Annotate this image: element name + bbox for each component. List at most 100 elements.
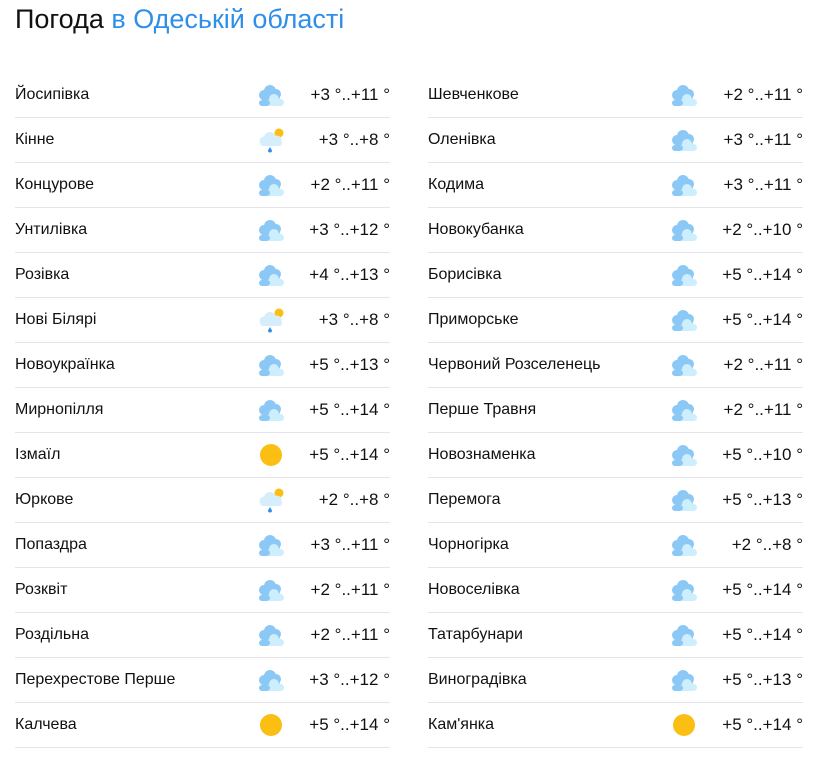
city-name[interactable]: Мирнопілля xyxy=(15,401,104,418)
city-name[interactable]: Новоукраїнка xyxy=(15,356,115,373)
city-name[interactable]: Розівка xyxy=(15,266,70,283)
city-row[interactable]: Концурове +2 °..+11 ° xyxy=(15,163,390,208)
city-row[interactable]: Перемога +5 °..+13 ° xyxy=(428,478,803,523)
city-name[interactable]: Перемога xyxy=(428,491,501,508)
temperature-range: +5 °..+14 ° xyxy=(722,310,803,329)
cloudy-icon xyxy=(256,82,286,108)
city-row[interactable]: Борисівка +5 °..+14 ° xyxy=(428,253,803,298)
cloudy-icon xyxy=(669,172,699,198)
city-row[interactable]: Попаздра +3 °..+11 ° xyxy=(15,523,390,568)
city-row[interactable]: Новоукраїнка +5 °..+13 ° xyxy=(15,343,390,388)
city-row[interactable]: Йосипівка +3 °..+11 ° xyxy=(15,73,390,118)
city-row[interactable]: Оленівка +3 °..+11 ° xyxy=(428,118,803,163)
temperature-range: +4 °..+13 ° xyxy=(309,265,390,284)
cloudy-icon xyxy=(669,217,699,243)
city-name[interactable]: Новоселівка xyxy=(428,581,520,598)
city-name[interactable]: Перше Травня xyxy=(428,401,537,418)
city-name[interactable]: Кінне xyxy=(15,131,55,148)
cloudy-icon xyxy=(256,172,286,198)
cloudy-icon xyxy=(256,622,286,648)
city-list-right: Шевченкове +2 °..+11 ° Оленівка +3 °..+11 °… xyxy=(428,73,803,748)
city-name[interactable]: Кодима xyxy=(428,176,485,193)
temperature-range: +2 °..+8 ° xyxy=(318,490,390,509)
city-name[interactable]: Кам'янка xyxy=(428,716,495,733)
temperature-range: +3 °..+8 ° xyxy=(318,130,390,149)
city-name[interactable]: Оленівка xyxy=(428,131,496,148)
temperature-range: +3 °..+11 ° xyxy=(310,85,390,104)
title-region-link[interactable]: в Одеській області xyxy=(111,4,345,34)
temperature-range: +3 °..+11 ° xyxy=(723,175,803,194)
city-row[interactable]: Унтилівка +3 °..+12 ° xyxy=(15,208,390,253)
city-name[interactable]: Нові Білярі xyxy=(15,311,97,328)
cloudy-icon xyxy=(256,217,286,243)
city-name[interactable]: Ізмаїл xyxy=(15,446,61,463)
city-name[interactable]: Юркове xyxy=(15,491,74,508)
city-row[interactable]: Приморське +5 °..+14 ° xyxy=(428,298,803,343)
city-name[interactable]: Перехрестове Перше xyxy=(15,671,176,688)
city-row[interactable]: Кам'янка +5 °..+14 ° xyxy=(428,703,803,748)
temperature-range: +5 °..+13 ° xyxy=(309,355,390,374)
city-row[interactable]: Новоселівка +5 °..+14 ° xyxy=(428,568,803,613)
temperature-range: +2 °..+11 ° xyxy=(723,85,803,104)
city-row[interactable]: Перше Травня +2 °..+11 ° xyxy=(428,388,803,433)
temperature-range: +2 °..+11 ° xyxy=(310,580,390,599)
city-row[interactable]: Калчева +5 °..+14 ° xyxy=(15,703,390,748)
city-row[interactable]: Юркове +2 °..+8 ° xyxy=(15,478,390,523)
partly-cloudy-rain-icon xyxy=(256,487,286,513)
city-row[interactable]: Червоний Розселенець +2 °..+11 ° xyxy=(428,343,803,388)
cloudy-icon xyxy=(256,532,286,558)
city-name[interactable]: Червоний Розселенець xyxy=(428,356,601,373)
sunny-icon xyxy=(256,712,286,738)
city-row[interactable]: Перехрестове Перше +3 °..+12 ° xyxy=(15,658,390,703)
city-name[interactable]: Борисівка xyxy=(428,266,502,283)
temperature-range: +2 °..+10 ° xyxy=(722,220,803,239)
city-name[interactable]: Попаздра xyxy=(15,536,87,553)
city-row[interactable]: Шевченкове +2 °..+11 ° xyxy=(428,73,803,118)
city-name[interactable]: Розквіт xyxy=(15,581,68,598)
city-name[interactable]: Роздільна xyxy=(15,626,89,643)
city-name[interactable]: Унтилівка xyxy=(15,221,88,238)
city-name[interactable]: Татарбунари xyxy=(428,626,523,643)
cloudy-icon xyxy=(669,442,699,468)
city-row[interactable]: Виноградівка +5 °..+13 ° xyxy=(428,658,803,703)
city-row[interactable]: Татарбунари +5 °..+14 ° xyxy=(428,613,803,658)
temperature-range: +2 °..+8 ° xyxy=(731,535,803,554)
city-name[interactable]: Концурове xyxy=(15,176,95,193)
temperature-range: +5 °..+13 ° xyxy=(722,490,803,509)
cloudy-icon xyxy=(669,82,699,108)
partly-cloudy-rain-icon xyxy=(256,307,286,333)
city-name[interactable]: Приморське xyxy=(428,311,519,328)
cloudy-icon xyxy=(669,397,699,423)
temperature-range: +3 °..+12 ° xyxy=(309,670,390,689)
city-name[interactable]: Йосипівка xyxy=(15,86,90,103)
city-row[interactable]: Розквіт +2 °..+11 ° xyxy=(15,568,390,613)
city-row[interactable]: Кодима +3 °..+11 ° xyxy=(428,163,803,208)
sunny-icon xyxy=(256,442,286,468)
city-name[interactable]: Новокубанка xyxy=(428,221,524,238)
city-row[interactable]: Розівка +4 °..+13 ° xyxy=(15,253,390,298)
cloudy-icon xyxy=(669,577,699,603)
city-name[interactable]: Новознаменка xyxy=(428,446,536,463)
city-name[interactable]: Виноградівка xyxy=(428,671,527,688)
temperature-range: +3 °..+11 ° xyxy=(310,535,390,554)
city-name[interactable]: Шевченкове xyxy=(428,86,519,103)
cloudy-icon xyxy=(669,127,699,153)
title-prefix: Погода xyxy=(15,4,104,34)
city-row[interactable]: Кінне +3 °..+8 ° xyxy=(15,118,390,163)
city-row[interactable]: Нові Білярі +3 °..+8 ° xyxy=(15,298,390,343)
city-row[interactable]: Мирнопілля +5 °..+14 ° xyxy=(15,388,390,433)
city-list-left: Йосипівка +3 °..+11 ° Кінне +3 °..+8 ° Концу… xyxy=(15,73,390,748)
city-row[interactable]: Чорногірка +2 °..+8 ° xyxy=(428,523,803,568)
temperature-range: +5 °..+14 ° xyxy=(722,625,803,644)
cloudy-icon xyxy=(256,577,286,603)
city-row[interactable]: Ізмаїл +5 °..+14 ° xyxy=(15,433,390,478)
partly-cloudy-rain-icon xyxy=(256,127,286,153)
city-name[interactable]: Калчева xyxy=(15,716,77,733)
temperature-range: +3 °..+11 ° xyxy=(723,130,803,149)
city-name[interactable]: Чорногірка xyxy=(428,536,509,553)
city-row[interactable]: Новокубанка +2 °..+10 ° xyxy=(428,208,803,253)
cloudy-icon xyxy=(669,487,699,513)
city-row[interactable]: Новознаменка +5 °..+10 ° xyxy=(428,433,803,478)
city-row[interactable]: Роздільна +2 °..+11 ° xyxy=(15,613,390,658)
